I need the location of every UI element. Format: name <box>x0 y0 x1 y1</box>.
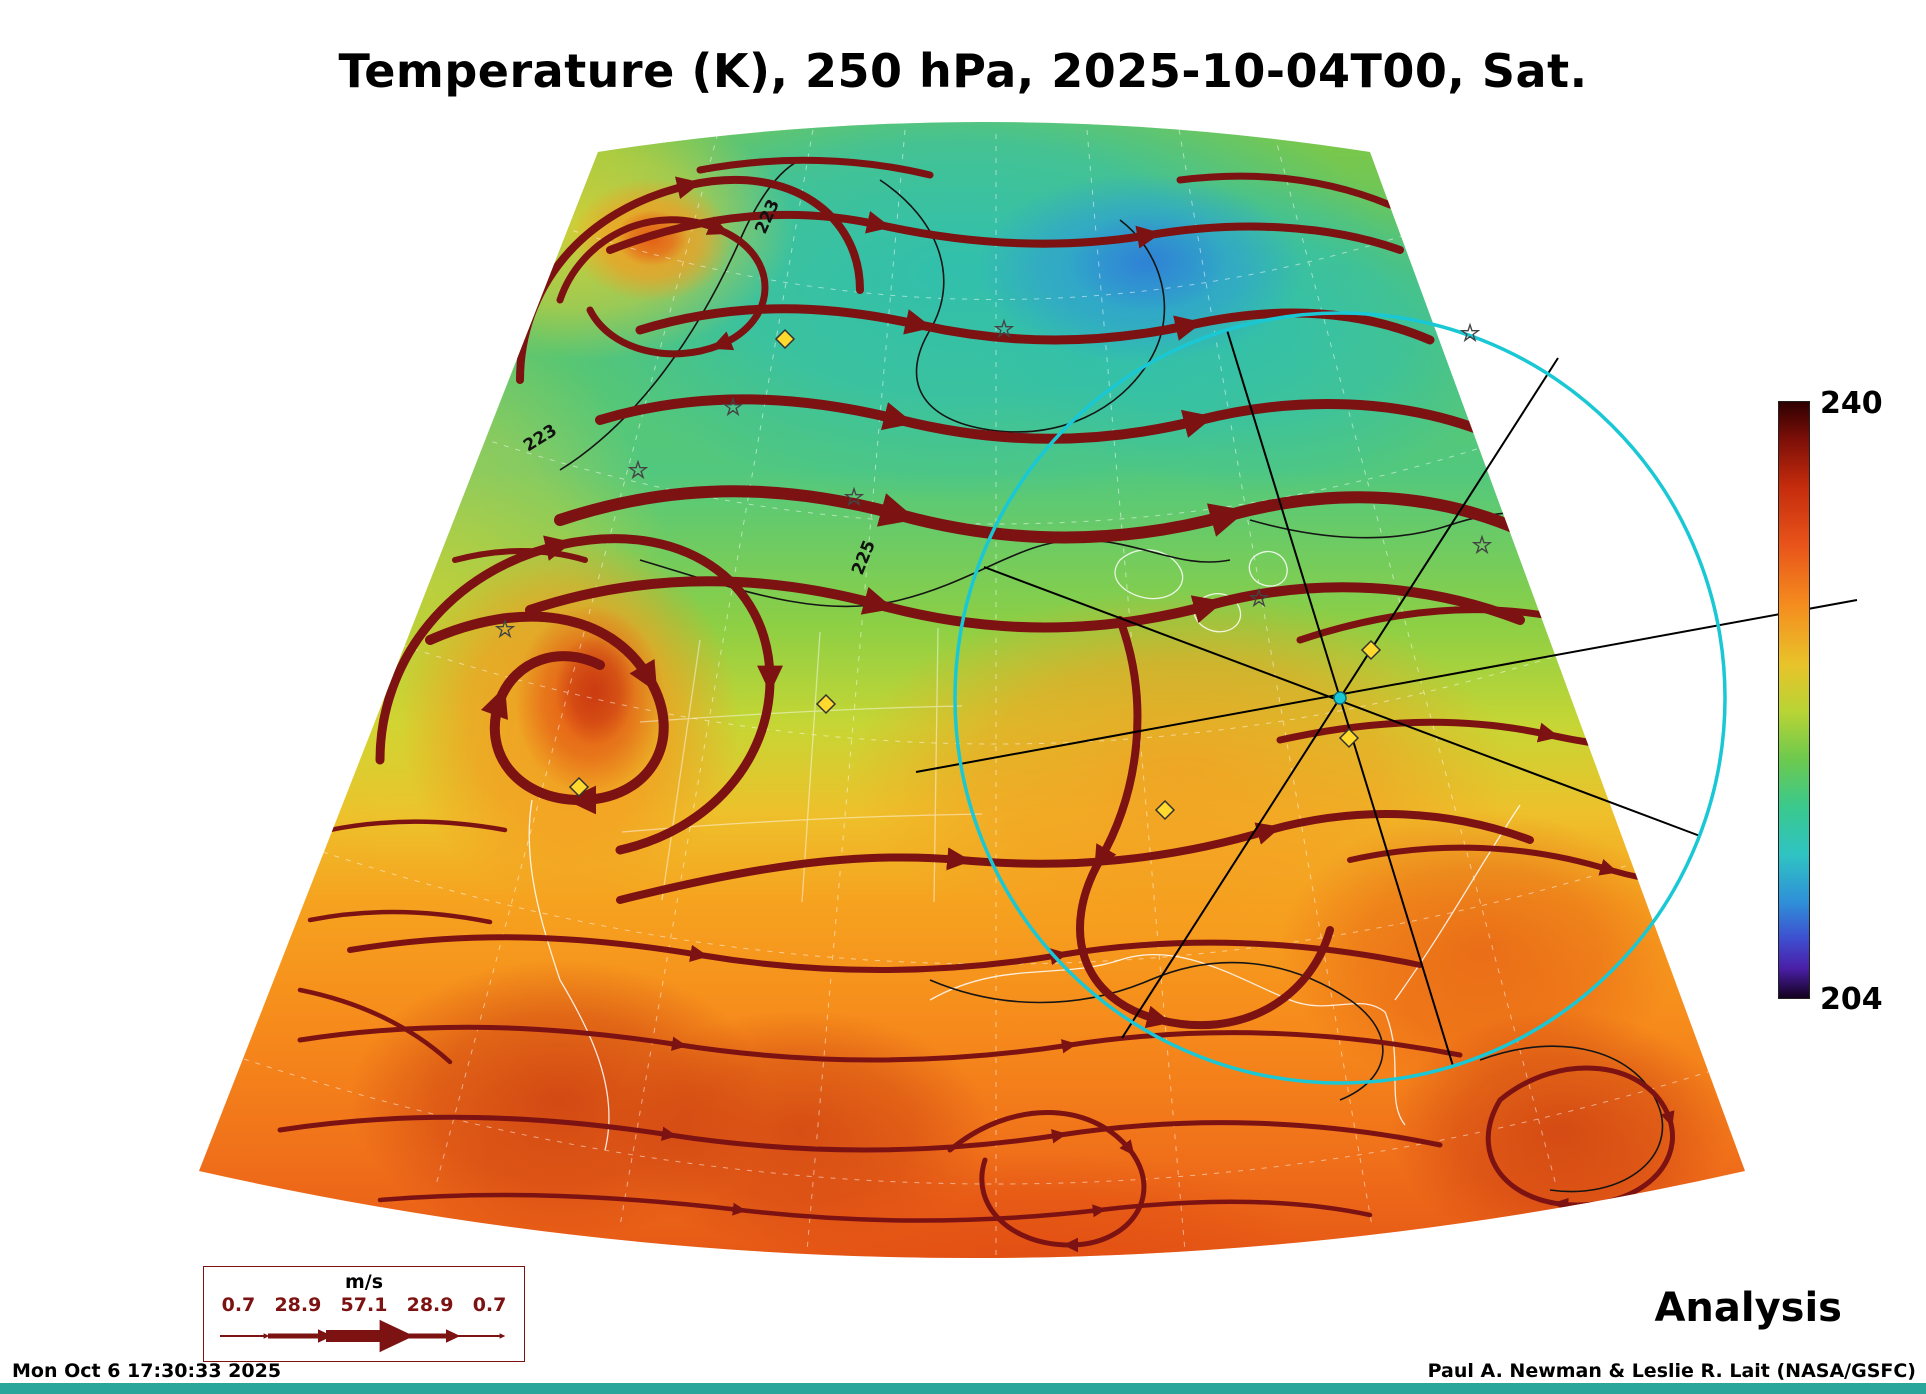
page-title: Temperature (K), 250 hPa, 2025-10-04T00,… <box>338 44 1588 98</box>
wind-speed-legend: m/s 0.7 28.9 57.1 28.9 0.7 <box>203 1266 525 1362</box>
streamlines <box>277 156 1745 1253</box>
swath-center-dot <box>1333 691 1347 705</box>
analysis-label: Analysis <box>1654 1285 1842 1331</box>
legend-values-row: 0.7 28.9 57.1 28.9 0.7 <box>204 1294 524 1316</box>
star-marker: ☆ <box>722 393 744 421</box>
streamline <box>297 1024 1463 1063</box>
star-marker: ☆ <box>1471 531 1493 559</box>
legend-value: 57.1 <box>340 1294 388 1316</box>
station-diamond <box>1154 799 1176 821</box>
colorbar-min-label: 204 <box>1820 982 1883 1017</box>
temperature-field: 223 223 225 <box>199 122 1745 1258</box>
colorbar-max-label: 240 <box>1820 386 1883 421</box>
streamline <box>327 819 508 833</box>
station-diamond <box>815 693 837 715</box>
bottom-color-bar <box>0 1383 1926 1394</box>
legend-value: 0.7 <box>472 1294 507 1316</box>
colorbar <box>1778 401 1810 999</box>
streamline <box>1485 1065 1675 1213</box>
station-diamond <box>1360 639 1382 661</box>
legend-value: 28.9 <box>274 1294 322 1316</box>
streamline <box>347 934 1423 973</box>
streamline <box>297 987 453 1065</box>
station-diamond <box>568 776 590 798</box>
star-marker: ☆ <box>993 315 1015 343</box>
streamline <box>1176 172 1394 209</box>
coastlines <box>528 549 1521 1151</box>
wind-arrow-scale-glyph <box>220 1319 506 1353</box>
footer-credit: Paul A. Newman & Leslie R. Lait (NASA/GS… <box>1427 1360 1916 1382</box>
station-markers <box>568 328 1382 821</box>
streamline <box>452 548 588 563</box>
streamline <box>554 485 1526 544</box>
streamline <box>595 394 1485 444</box>
star-marker: ☆ <box>627 456 649 484</box>
legend-value: 0.7 <box>221 1294 256 1316</box>
star-markers: ☆ ☆ ☆ ☆ ☆ ☆ ☆ ☆ <box>494 315 1493 644</box>
streamline <box>377 1192 1373 1223</box>
star-marker: ☆ <box>843 483 865 511</box>
station-diamond <box>1338 727 1360 749</box>
legend-units-label: m/s <box>344 1271 384 1293</box>
streamline <box>696 156 934 179</box>
streamline <box>606 210 1404 254</box>
star-marker: ☆ <box>1459 319 1481 347</box>
station-diamond <box>774 328 796 350</box>
streamline <box>307 909 493 925</box>
legend-value: 28.9 <box>406 1294 454 1316</box>
streamline <box>277 1114 1443 1153</box>
swath-circle <box>953 311 1727 1085</box>
streamline <box>375 534 783 855</box>
star-marker: ☆ <box>494 615 516 643</box>
star-marker: ☆ <box>1248 584 1270 612</box>
streamline <box>947 1110 1147 1253</box>
streamline <box>556 216 769 358</box>
footer-timestamp: Mon Oct 6 17:30:33 2025 <box>12 1360 282 1382</box>
